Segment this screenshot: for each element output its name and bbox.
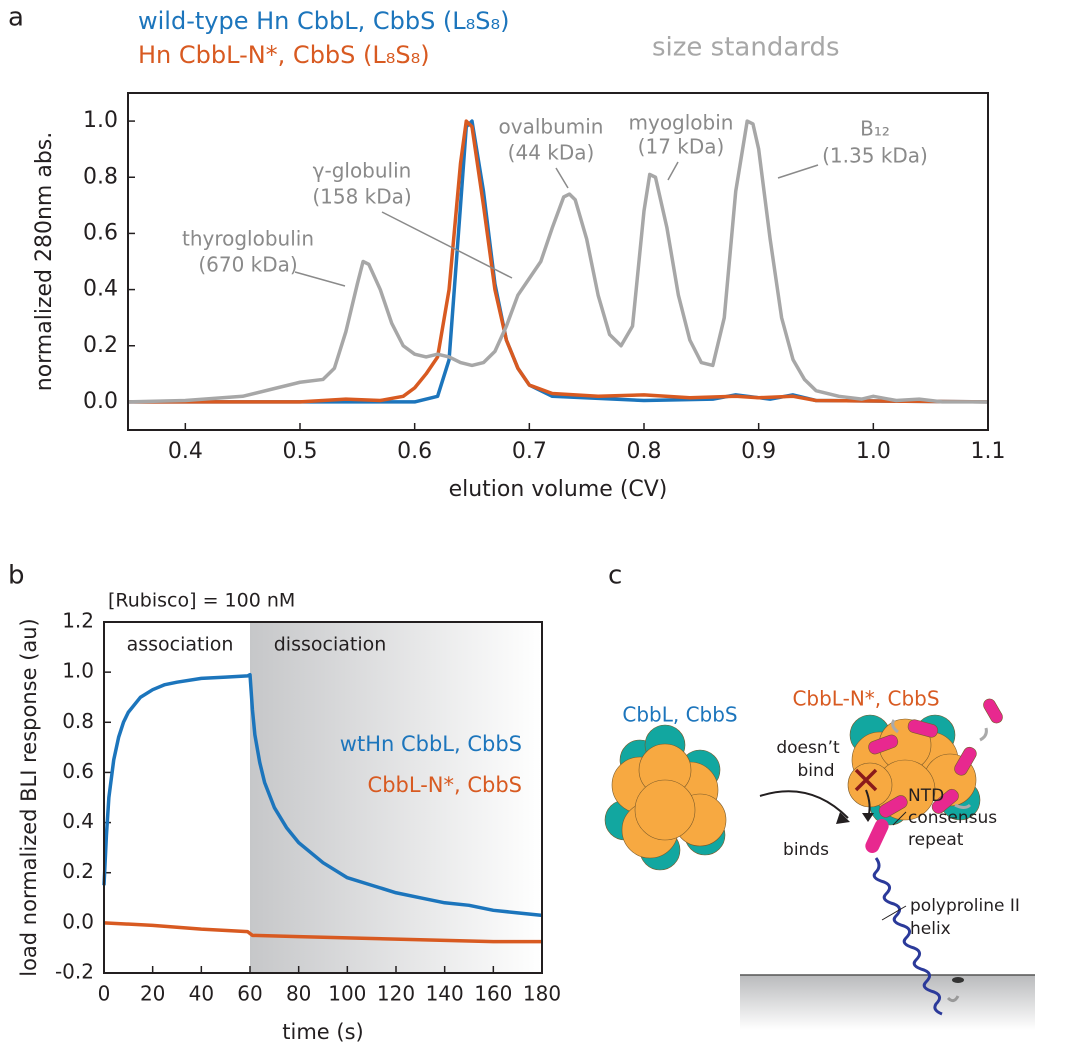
arrowhead	[862, 813, 874, 822]
arrowhead	[836, 812, 850, 824]
y-axis-title: normalized 280nm abs.	[32, 132, 57, 392]
annotation: ovalbumin	[499, 115, 604, 139]
y-tick-label: 0.6	[62, 759, 94, 783]
no-bind-cross	[854, 768, 878, 792]
annotation: B₁₂	[860, 117, 890, 141]
annotation: (158 kDa)	[312, 185, 411, 209]
y-axis-title: load normalized BLI response (au)	[17, 618, 41, 977]
legend-label: Hn CbbL-N*, CbbS (L₈S₈)	[138, 41, 430, 69]
x-tick-label: 1.0	[856, 439, 891, 464]
y-tick-label: 1.0	[83, 108, 118, 133]
legend-label: CbbL-N*, CbbS	[368, 773, 522, 797]
annotation: myoglobin	[629, 111, 734, 135]
leader-line	[892, 811, 907, 826]
y-tick-label: 0.8	[83, 164, 118, 189]
helix-label: helix	[910, 919, 951, 939]
shaded-region	[250, 622, 542, 973]
x-tick-label: 0.4	[168, 439, 203, 464]
x-tick-label: 80	[286, 982, 311, 1006]
y-tick-label: 0.4	[83, 277, 118, 302]
binds-arrow	[759, 790, 849, 819]
plot-frame	[103, 621, 543, 974]
x-tick-label: 160	[474, 982, 512, 1006]
panel-label: a	[8, 3, 24, 33]
annotation: (44 kDa)	[508, 141, 595, 165]
x-tick-label: 0	[98, 982, 111, 1006]
x-tick-label: 0.6	[397, 439, 432, 464]
annotation: association	[127, 634, 234, 656]
binding-label: binds	[783, 840, 829, 860]
y-tick-label: 0.6	[83, 220, 118, 245]
series-line	[102, 672, 543, 918]
series-line	[127, 119, 988, 404]
x-tick-label: 120	[377, 982, 415, 1006]
y-tick-label: 1.0	[62, 659, 94, 683]
y-tick-label: 0.2	[83, 333, 118, 358]
complex-label: CbbL-N*, CbbS	[792, 687, 939, 711]
linker	[946, 995, 960, 1003]
x-axis-title: time (s)	[282, 1020, 363, 1042]
x-tick-label: 180	[523, 982, 561, 1006]
mutant-complex	[847, 698, 1003, 826]
y-tick-label: 0.0	[62, 909, 94, 933]
wild-type-complex	[604, 724, 727, 871]
series-line	[128, 119, 989, 404]
x-tick-label: 100	[328, 982, 366, 1006]
anchor	[952, 977, 964, 983]
series-line	[103, 921, 542, 944]
annotation-leader	[294, 271, 346, 287]
annotation-leader	[777, 164, 819, 179]
annotation: thyroglobulin	[182, 227, 314, 251]
legend-label: wild-type Hn CbbL, CbbS (L₈S₈)	[138, 7, 510, 35]
annotation: (17 kDa)	[638, 135, 725, 159]
x-tick-label: 40	[189, 982, 214, 1006]
x-tick-label: 140	[426, 982, 464, 1006]
y-tick-label: 0.4	[62, 809, 94, 833]
y-tick-label: -0.2	[55, 960, 94, 984]
repeat-label: consensus	[908, 808, 997, 828]
annotation-leader	[555, 167, 569, 189]
x-tick-label: 60	[237, 982, 262, 1006]
x-tick-label: 0.8	[627, 439, 662, 464]
annotation: (1.35 kDa)	[822, 144, 928, 168]
annotation: [Rubisco] = 100 nM	[108, 590, 295, 612]
repeat-label: repeat	[908, 830, 964, 850]
x-axis-title: elution volume (CV)	[449, 477, 668, 502]
annotation: γ-globulin	[313, 159, 412, 183]
leader-line	[881, 905, 907, 921]
x-tick-label: 0.9	[741, 439, 776, 464]
y-tick-label: 0.2	[62, 859, 94, 883]
x-tick-label: 0.5	[283, 439, 318, 464]
y-tick-label: 1.2	[62, 609, 94, 633]
legend-label: wtHn CbbL, CbbS	[340, 732, 522, 756]
ntd-repeat	[865, 819, 889, 853]
legend-label: size standards	[652, 33, 840, 63]
annotation-leader	[667, 161, 679, 181]
surface	[740, 975, 1035, 1030]
complex-label: CbbL, CbbS	[622, 703, 737, 727]
annotation: (670 kDa)	[198, 253, 297, 277]
no-binding-label: bind	[797, 761, 834, 781]
panel-label: b	[8, 561, 25, 591]
repeat-label: NTD	[908, 786, 944, 806]
no-binding-label: doesn’t	[776, 738, 840, 758]
diagram: CbbL, CbbS CbbL-N*, CbbS doesn’t bind bi…	[604, 687, 1035, 1030]
x-tick-label: 1.1	[971, 439, 1006, 464]
y-tick-label: 0.8	[62, 709, 94, 733]
polyproline-helix	[872, 857, 943, 1016]
x-tick-label: 20	[140, 982, 165, 1006]
annotation-leader	[381, 211, 513, 279]
x-tick-label: 0.7	[512, 439, 547, 464]
helix-label: polyproline II	[910, 896, 1020, 916]
plot-frame	[127, 92, 989, 431]
annotation: dissociation	[274, 634, 387, 656]
y-tick-label: 0.0	[83, 389, 118, 414]
panel-label: c	[608, 561, 622, 591]
